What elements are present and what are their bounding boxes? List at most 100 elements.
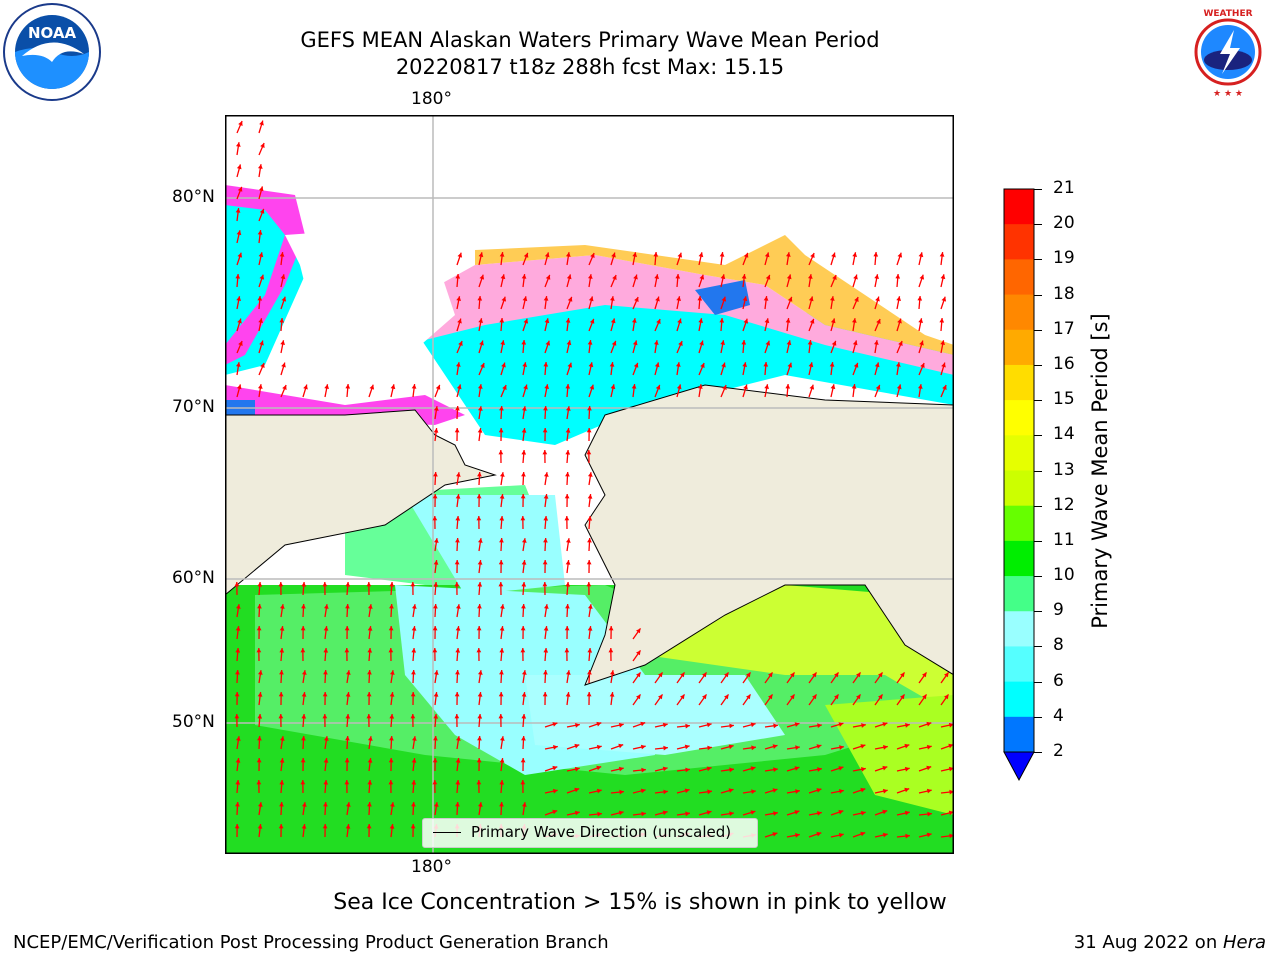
wave-arrow-head bbox=[587, 648, 593, 653]
wave-arrow-head bbox=[412, 736, 417, 741]
wave-arrow-head bbox=[235, 648, 241, 653]
wave-arrow-head bbox=[838, 832, 844, 838]
wave-arrow-head bbox=[874, 274, 879, 279]
wave-arrow-head bbox=[279, 626, 285, 631]
wave-arrow-head bbox=[238, 121, 243, 126]
wave-arrow-head bbox=[677, 318, 682, 324]
wave-arrow-head bbox=[724, 694, 729, 700]
wave-arrow-head bbox=[829, 362, 835, 367]
wave-arrow-head bbox=[520, 626, 526, 631]
wave-arrow-head bbox=[520, 758, 526, 763]
wave-arrow-head bbox=[807, 340, 813, 345]
wave-arrow-head bbox=[235, 626, 241, 631]
wave-arrow-head bbox=[763, 362, 769, 367]
wave-arrow-head bbox=[458, 341, 463, 346]
wave-arrow-head bbox=[565, 560, 571, 565]
wave-arrow-head bbox=[433, 582, 439, 587]
wave-arrow-head bbox=[898, 341, 903, 346]
wave-arrow-head bbox=[544, 604, 549, 609]
colorbar-tick-label: 17 bbox=[1053, 318, 1075, 339]
wave-arrow-head bbox=[631, 384, 637, 389]
wave-arrow-head bbox=[412, 604, 417, 609]
wave-arrow-head bbox=[656, 319, 661, 324]
wave-arrow-head bbox=[542, 450, 548, 455]
wave-arrow-head bbox=[257, 692, 263, 697]
wave-arrow-head bbox=[875, 296, 880, 302]
wave-arrow-head bbox=[323, 802, 328, 807]
colorbar-extend-arrow bbox=[1003, 751, 1035, 782]
wave-arrow-head bbox=[939, 318, 945, 323]
wave-arrow-head bbox=[768, 672, 773, 678]
wave-arrow-head bbox=[586, 582, 592, 587]
wave-arrow-head bbox=[675, 274, 681, 279]
wave-arrow-head bbox=[345, 582, 351, 587]
wave-arrow-head bbox=[926, 788, 932, 794]
wave-arrow-head bbox=[499, 670, 504, 675]
wave-arrow-head bbox=[457, 252, 463, 258]
wave-arrow-head bbox=[278, 692, 284, 697]
wave-arrow-head bbox=[882, 832, 888, 838]
wave-arrow-head bbox=[499, 406, 504, 411]
wave-arrow-head bbox=[236, 230, 242, 236]
wave-arrow-head bbox=[706, 722, 712, 728]
wave-arrow-head bbox=[301, 714, 307, 719]
wave-arrow-head bbox=[389, 692, 395, 697]
legend-label: Primary Wave Direction (unscaled) bbox=[471, 823, 732, 841]
wave-arrow-head bbox=[522, 670, 527, 675]
wave-arrow-head bbox=[279, 758, 285, 763]
wave-arrow-head bbox=[433, 560, 439, 565]
wave-arrow-head bbox=[236, 604, 241, 609]
wave-arrow-head bbox=[586, 560, 592, 565]
wave-arrow-head bbox=[588, 274, 593, 279]
colorbar-tick bbox=[1034, 505, 1042, 507]
wave-arrow-head bbox=[323, 670, 328, 675]
wave-arrow-head bbox=[235, 758, 241, 763]
wave-arrow-head bbox=[500, 736, 505, 741]
colorbar-block bbox=[1004, 505, 1034, 542]
wave-arrow-head bbox=[663, 745, 668, 751]
colorbar-tick-label: 16 bbox=[1053, 353, 1075, 374]
wave-arrow-head bbox=[794, 722, 800, 727]
wave-arrow-head bbox=[588, 472, 593, 477]
wave-arrow-head bbox=[323, 626, 329, 631]
wave-arrow-head bbox=[300, 758, 306, 763]
wave-arrow-head bbox=[499, 494, 505, 499]
wave-arrow-head bbox=[698, 318, 703, 323]
wave-arrow-head bbox=[388, 758, 394, 763]
wave-arrow-head bbox=[257, 582, 263, 587]
wave-arrow-head bbox=[433, 714, 439, 719]
wave-arrow-head bbox=[411, 670, 416, 675]
wave-arrow-head bbox=[729, 723, 734, 729]
wave-arrow-head bbox=[390, 384, 396, 390]
wave-arrow-head bbox=[750, 766, 756, 771]
wave-arrow-head bbox=[922, 694, 927, 700]
wave-arrow-head bbox=[922, 672, 927, 678]
wave-arrow-head bbox=[567, 296, 573, 302]
wave-arrow-head bbox=[609, 362, 615, 367]
wave-arrow-head bbox=[455, 780, 461, 785]
wave-arrow-head bbox=[476, 516, 482, 521]
wave-arrow-head bbox=[280, 736, 285, 741]
wave-arrow-head bbox=[618, 810, 624, 816]
wave-arrow-head bbox=[662, 722, 668, 728]
wave-arrow-head bbox=[700, 363, 705, 368]
wave-arrow-head bbox=[882, 765, 888, 771]
wave-arrow-head bbox=[501, 296, 507, 302]
wave-arrow-head bbox=[719, 318, 725, 323]
wave-arrow-head bbox=[388, 780, 394, 785]
wave-arrow-head bbox=[279, 648, 285, 653]
wave-arrow-head bbox=[641, 767, 646, 773]
wave-arrow-head bbox=[302, 670, 307, 675]
wave-arrow-head bbox=[455, 626, 461, 631]
wave-arrow-head bbox=[346, 802, 351, 807]
wave-arrow-head bbox=[702, 672, 707, 678]
wave-arrow-head bbox=[390, 802, 395, 807]
wave-arrow-head bbox=[480, 363, 485, 368]
wave-arrow-head bbox=[389, 824, 395, 829]
wave-arrow-head bbox=[345, 384, 351, 389]
wave-arrow-head bbox=[764, 318, 770, 324]
wave-arrow-head bbox=[897, 252, 903, 258]
colorbar-tick-label: 18 bbox=[1053, 283, 1075, 304]
wave-arrow-head bbox=[838, 722, 844, 727]
wave-arrow-head bbox=[303, 384, 308, 390]
